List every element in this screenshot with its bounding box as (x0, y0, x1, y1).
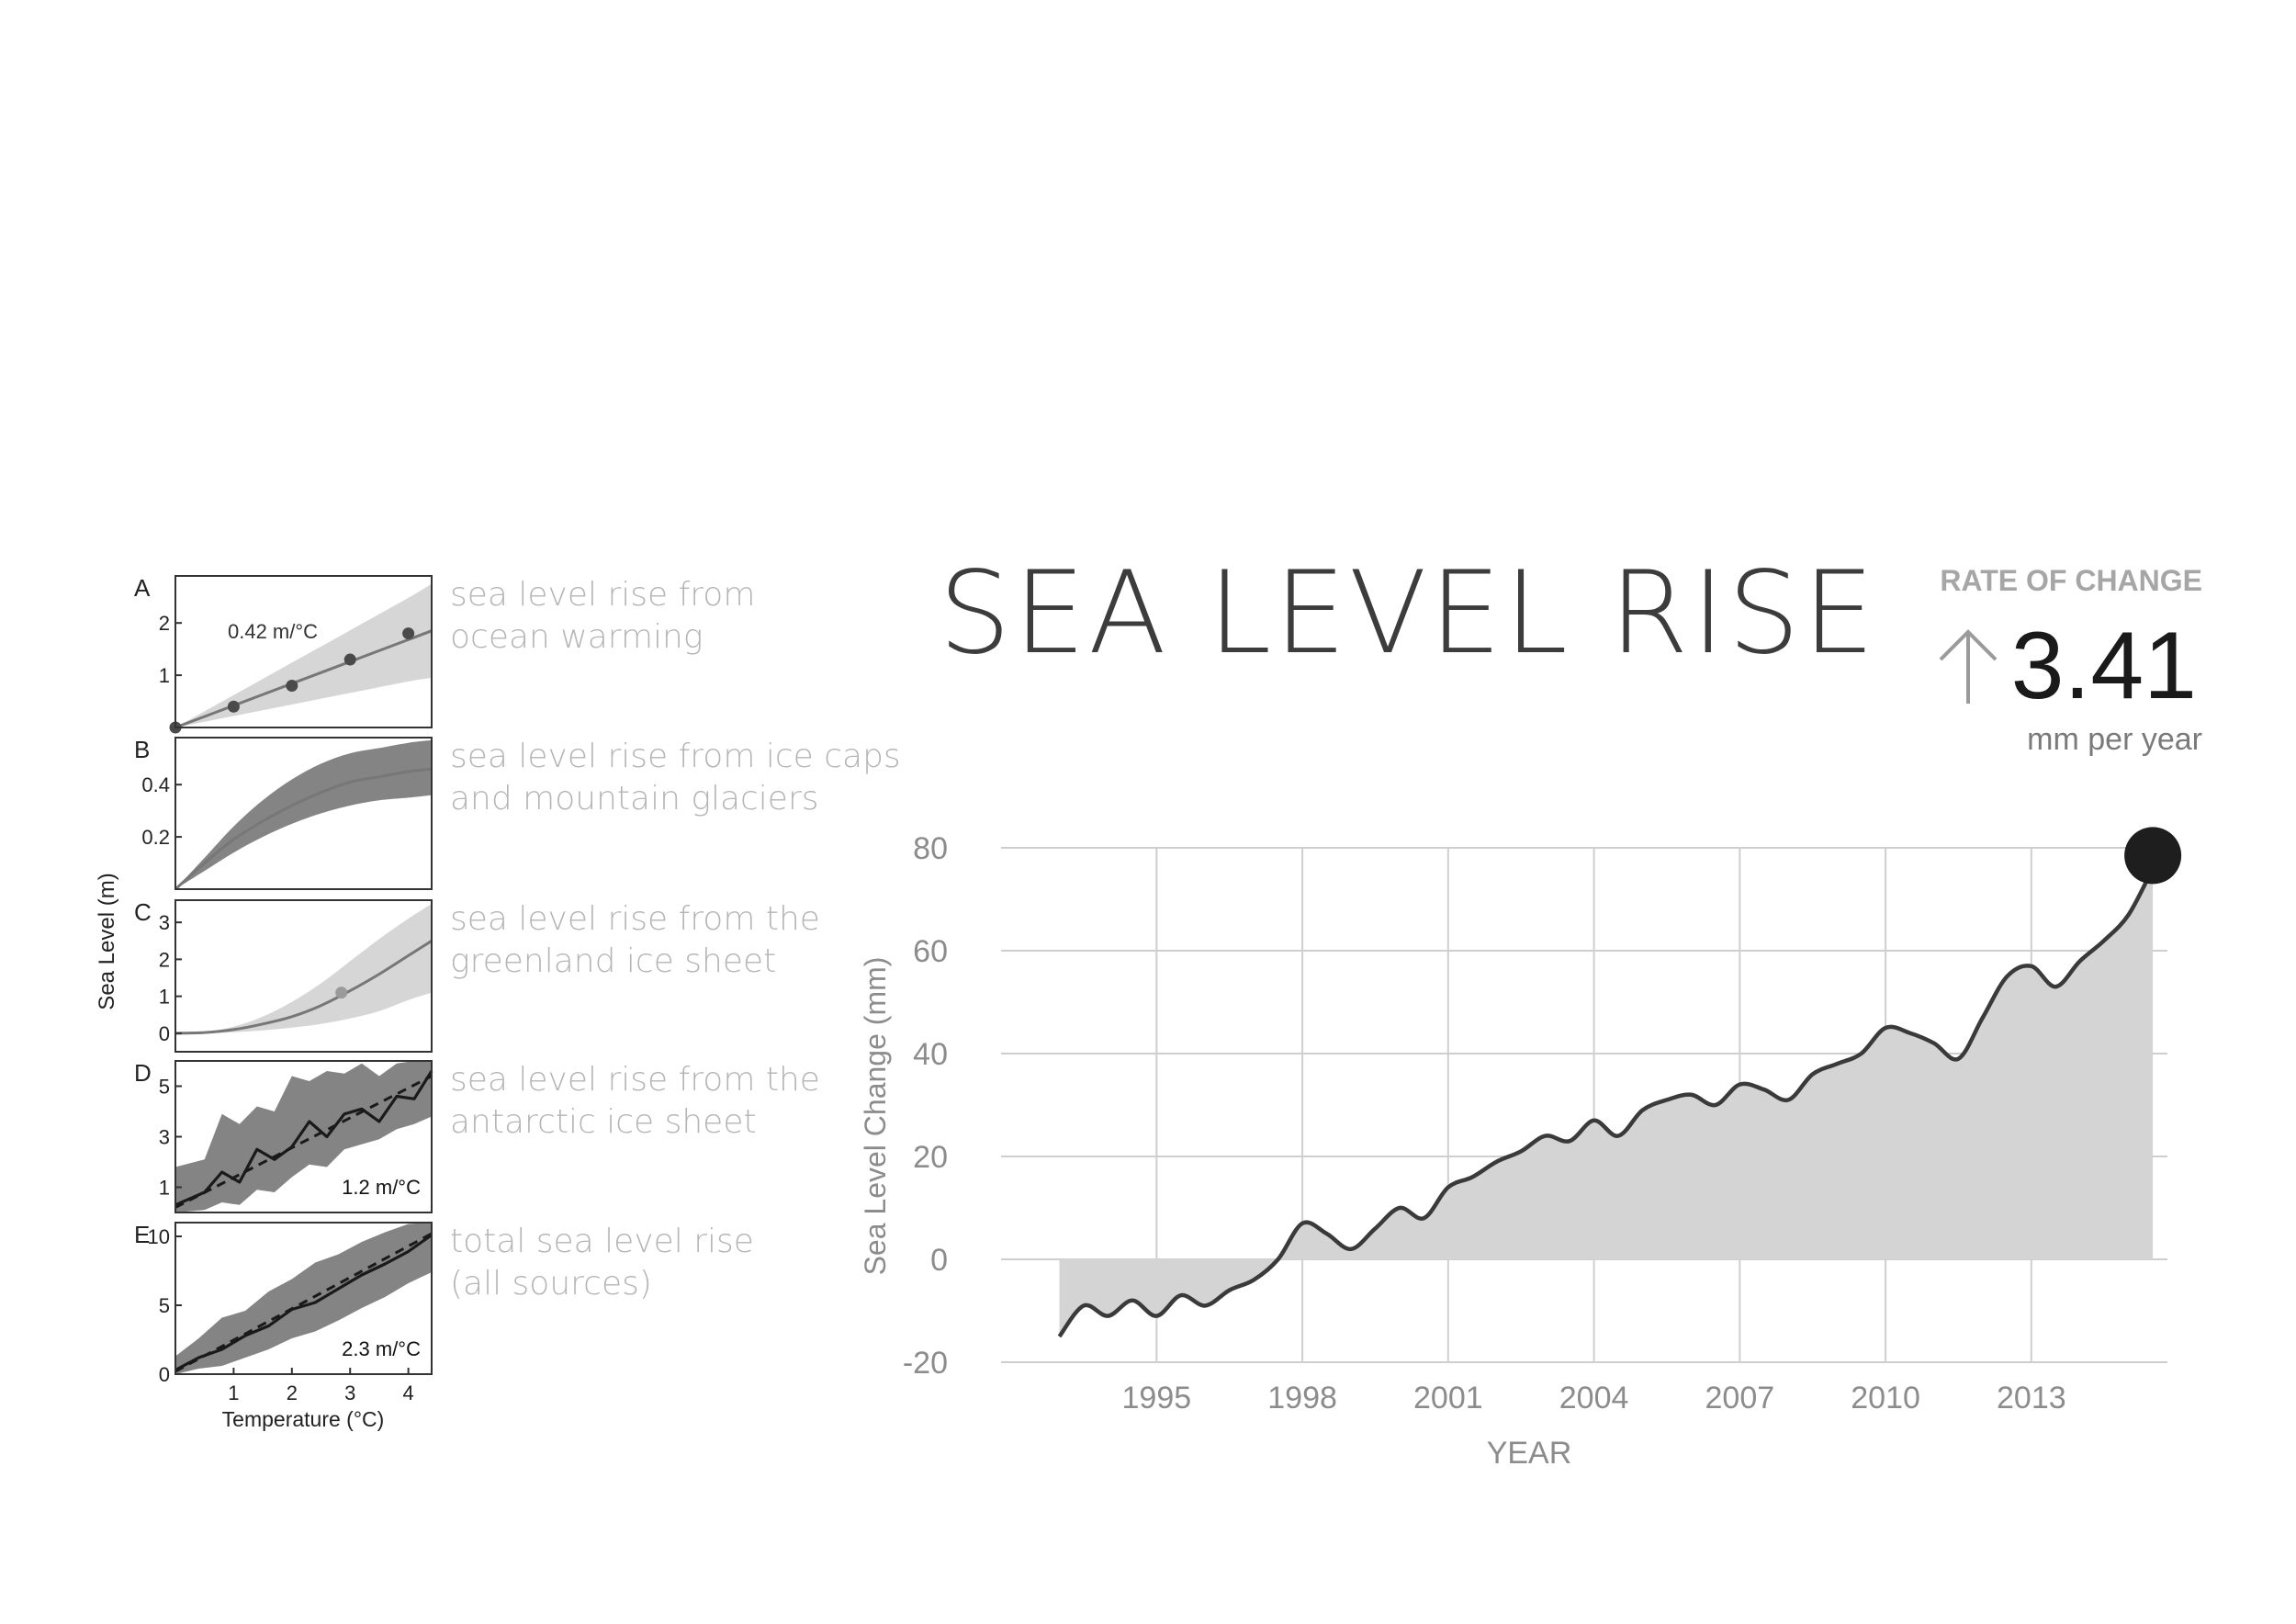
panel-c: C 0 1 2 3 sea level rise from the greenland ic… (134, 898, 820, 1053)
panel-fit-line (174, 629, 433, 729)
main-y-tick-label: -20 (903, 1346, 948, 1381)
panel-fit-line (174, 940, 433, 1035)
panel-uncertainty-band (175, 1223, 432, 1374)
panel-e: E 0 5 10 2.3 m/°C total sea level rise (all so… (134, 1221, 754, 1431)
panel-data-point (402, 627, 415, 640)
panel-frame (174, 575, 433, 728)
panel-slope-annotation: 1.2 m/°C (342, 1176, 421, 1199)
panel-y-tick-label: 10 (148, 1225, 170, 1248)
panel-x-tick-label: 2 (287, 1382, 298, 1404)
panel-y-tick-label: 0 (159, 1022, 170, 1045)
panel-caption-line: and mountain glaciers (450, 780, 819, 818)
main-y-tick-label: 60 (913, 934, 948, 969)
main-area-layer (1059, 868, 2154, 1336)
main-x-tick-label: 2001 (1413, 1381, 1483, 1415)
panel-y-tick-label: 1 (159, 986, 170, 1009)
panel-y-tick-label: 2 (159, 612, 170, 635)
panel-y-tick-label: 5 (159, 1076, 170, 1099)
panel-letter: E (134, 1221, 150, 1248)
rate-unit: mm per year (2027, 722, 2202, 757)
panel-uncertainty-band (175, 583, 432, 727)
panel-caption-line: sea level rise from the (450, 1061, 820, 1099)
main-line-layer (1057, 827, 2182, 1338)
panel-data-point (343, 653, 356, 666)
panel-data-line (174, 1234, 433, 1371)
main-area-fill (1059, 868, 2154, 1336)
panel-caption-line: sea level rise from the (450, 900, 820, 938)
panel-data-point (286, 679, 298, 692)
panel-uncertainty-band (175, 1061, 432, 1212)
panel-y-tick-label: 0 (159, 1363, 170, 1386)
panel-data-point (335, 987, 348, 999)
panel-frame (174, 1222, 433, 1375)
main-x-tick-label: 1995 (1122, 1381, 1192, 1415)
panel-letter: A (134, 574, 151, 602)
panel-uncertainty-band (175, 904, 432, 1033)
page-title: SEA LEVEL RISE (939, 547, 1877, 680)
small-panels: A 1 2 0.42 m/°C sea level rise from ocean war… (134, 574, 901, 1431)
small-y-axis-label: Sea Level (m) (95, 873, 119, 1009)
current-level-marker (2124, 827, 2182, 885)
main-x-tick-label: 2007 (1705, 1381, 1775, 1415)
panel-y-tick-label: 0.4 (141, 773, 170, 796)
panel-fit-line (174, 1075, 433, 1209)
panel-caption-line: total sea level rise (450, 1223, 754, 1260)
panel-frame (174, 899, 433, 1053)
main-series-line (1057, 867, 2155, 1338)
panel-caption-line: ocean warming (450, 618, 703, 656)
panel-caption-line: sea level rise from ice caps (450, 738, 901, 775)
panel-y-tick-label: 1 (159, 1177, 170, 1200)
rate-label: RATE OF CHANGE (1940, 564, 2202, 597)
panel-data-line (174, 1070, 433, 1207)
main-x-tick-label: 2004 (1559, 1381, 1629, 1415)
panel-x-tick-label: 3 (344, 1382, 355, 1404)
panel-slope-annotation: 2.3 m/°C (342, 1337, 421, 1360)
main-y-tick-label: 80 (913, 831, 948, 866)
panel-d: D 1 3 5 1.2 m/°C sea level rise from the antar… (134, 1059, 820, 1213)
panel-x-tick-label: 4 (403, 1382, 414, 1404)
panel-letter: B (134, 736, 150, 763)
rate-value: 3.41 (2011, 613, 2197, 719)
panel-uncertainty-band (175, 739, 432, 889)
main-x-tick-label: 1998 (1267, 1381, 1337, 1415)
main-y-tick-label: 0 (930, 1243, 948, 1278)
panel-letter: C (134, 898, 152, 926)
panel-y-tick-label: 3 (159, 1126, 170, 1149)
panel-fit-line (174, 767, 433, 891)
main-x-tick-label: 2013 (1997, 1381, 2066, 1415)
panel-caption-line: (all sources) (450, 1265, 652, 1303)
panel-slope-annotation: 0.42 m/°C (228, 620, 318, 643)
panel-letter: D (134, 1059, 152, 1087)
panel-y-tick-label: 5 (159, 1294, 170, 1317)
panel-y-tick-label: 3 (159, 911, 170, 934)
main-x-tick-label: 2010 (1851, 1381, 1920, 1415)
panel-caption-line: antarctic ice sheet (450, 1103, 757, 1141)
panel-caption-line: greenland ice sheet (450, 942, 776, 980)
arrow-up-icon (1939, 629, 1998, 704)
panel-data-point (227, 700, 240, 713)
main-y-tick-label: 20 (913, 1140, 948, 1175)
panel-caption-line: sea level rise from (450, 576, 755, 614)
main-y-tick-label: 40 (913, 1037, 948, 1072)
panel-x-tick-label: 1 (228, 1382, 239, 1404)
panel-frame (174, 737, 433, 890)
panel-b: B 0.2 0.4 sea level rise from ice caps and m… (134, 736, 901, 891)
main-y-axis-label: Sea Level Change (mm) (859, 957, 892, 1276)
panel-y-tick-label: 1 (159, 664, 170, 687)
panel-y-tick-label: 2 (159, 948, 170, 971)
panel-y-tick-label: 0.2 (141, 826, 170, 849)
main-x-axis-label: YEAR (1487, 1436, 1572, 1471)
panel-fit-line (174, 1232, 433, 1373)
panel-a: A 1 2 0.42 m/°C sea level rise from ocean war… (134, 574, 755, 734)
panel-x-axis-label: Temperature (°C) (222, 1407, 385, 1431)
main-tick-labels: 80 60 40 20 0 -20 1995 1998 2001 2004 2007 2010 2013 (903, 831, 2066, 1415)
